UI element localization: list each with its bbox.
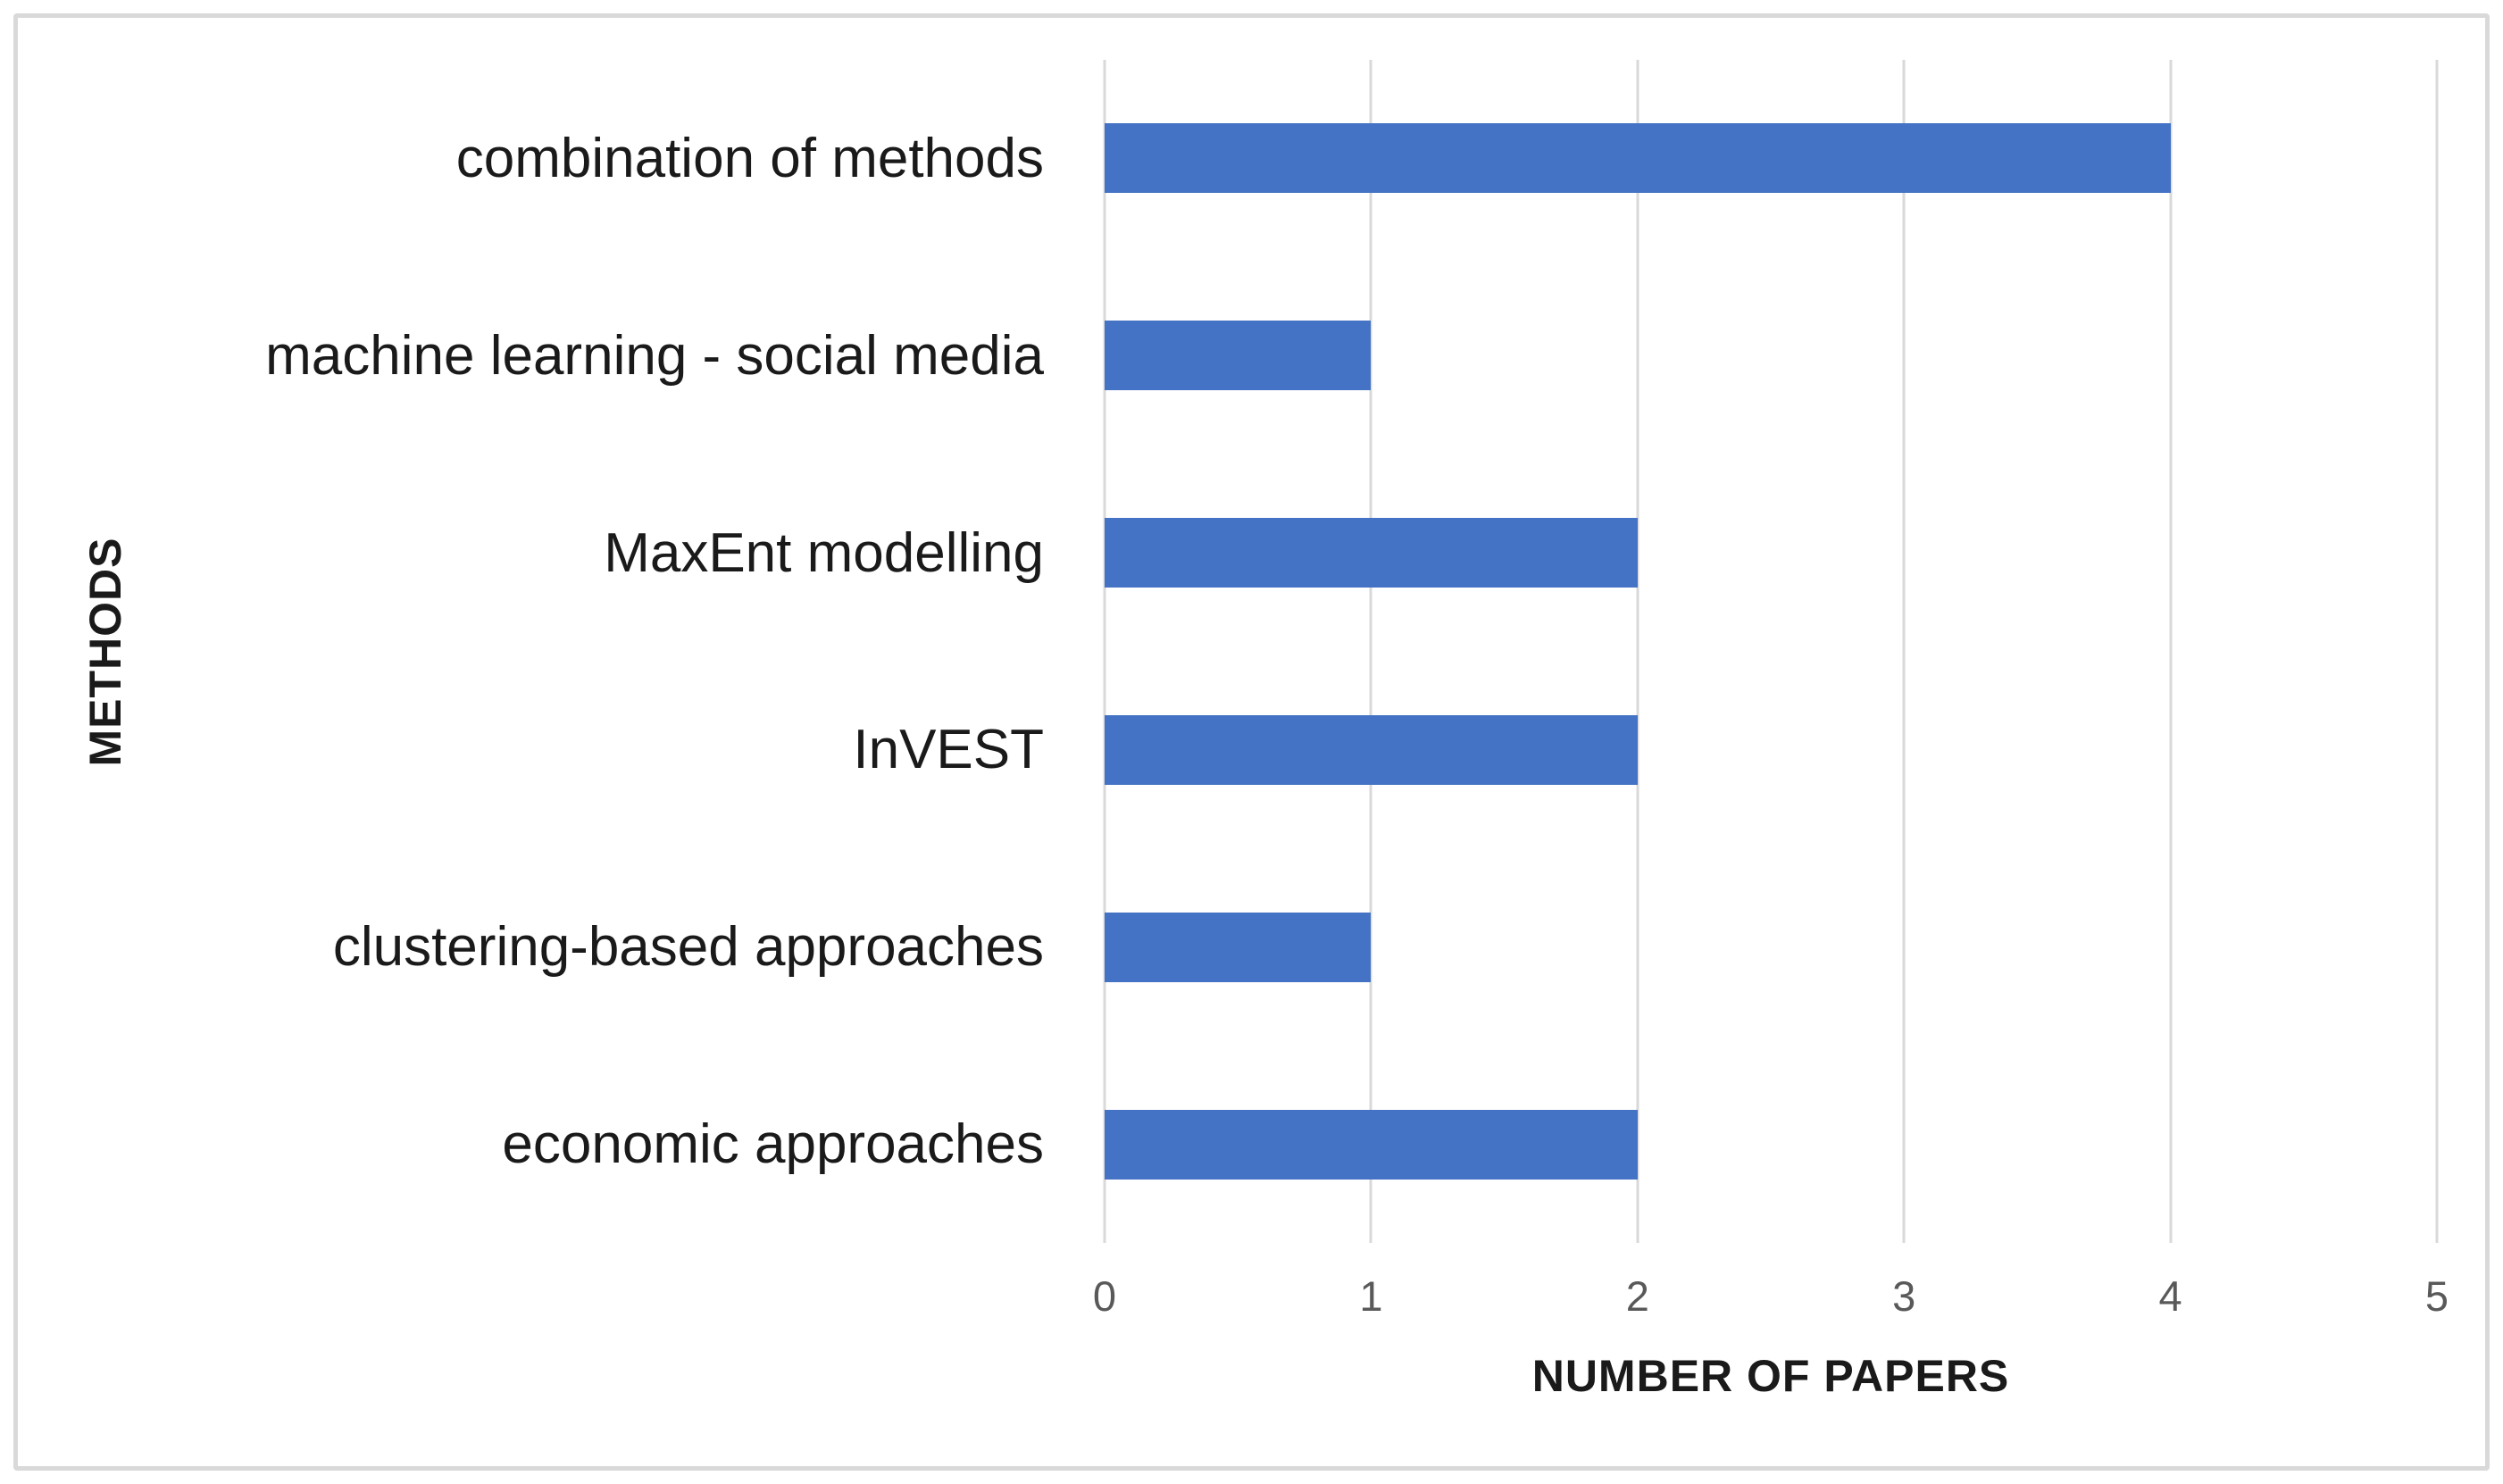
gridline (2169, 60, 2173, 1243)
bar (1105, 714, 1638, 785)
bar-row (1105, 454, 2437, 652)
x-tick-label: 0 (1092, 1272, 1117, 1320)
bar (1105, 123, 2171, 194)
x-axis-ticks: 0 1 2 3 4 5 (1093, 1270, 2449, 1332)
gridline (1369, 60, 1372, 1243)
gridline (1636, 60, 1639, 1243)
category-label: InVEST (853, 719, 1044, 781)
gridlines (1103, 60, 2439, 1243)
bar (1105, 912, 1372, 982)
bar-rows (1105, 60, 2437, 1243)
x-tick-label: 2 (1625, 1272, 1649, 1320)
bar-row (1105, 257, 2437, 454)
x-tick-label: 4 (2158, 1272, 2182, 1320)
category-label: combination of methods (455, 127, 1044, 189)
category-axis: combination of methods machine learning -… (107, 60, 1105, 1243)
gridline (1902, 60, 1906, 1243)
x-tick-label: 1 (1359, 1272, 1383, 1320)
bar (1105, 1109, 1638, 1180)
bar (1105, 321, 1372, 391)
bar-row (1105, 651, 2437, 848)
category-label: machine learning - social media (265, 324, 1044, 387)
category-label: MaxEnt modelling (604, 521, 1044, 584)
gridline (2435, 60, 2439, 1243)
bar-row (1105, 60, 2437, 257)
x-tick-label: 3 (1892, 1272, 1916, 1320)
category-label: clustering-based approaches (332, 916, 1044, 979)
bar-row (1105, 848, 2437, 1046)
bar-row (1105, 1046, 2437, 1243)
gridline (1103, 60, 1106, 1243)
bar (1105, 518, 1638, 588)
category-label: economic approaches (502, 1113, 1044, 1176)
x-tick-label: 5 (2424, 1272, 2449, 1320)
x-axis-title: NUMBER OF PAPERS (1531, 1351, 2010, 1401)
plot-area (1103, 60, 2439, 1243)
